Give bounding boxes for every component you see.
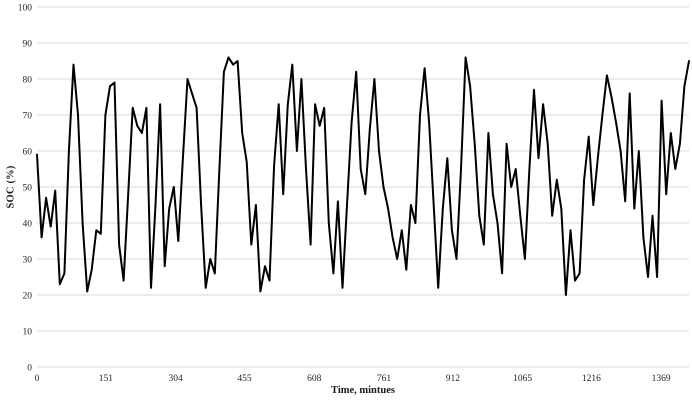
x-tick-label: 0 — [35, 374, 40, 384]
y-tick-label: 30 — [23, 255, 33, 265]
y-tick-label: 80 — [23, 75, 33, 85]
y-axis-title: SOC (%) — [5, 165, 17, 209]
y-tick-label: 70 — [23, 111, 33, 121]
x-tick-label: 1065 — [513, 374, 532, 384]
x-tick-label: 761 — [377, 374, 392, 384]
x-tick-label: 304 — [168, 374, 183, 384]
y-tick-label: 10 — [23, 327, 33, 337]
x-tick-label: 1216 — [582, 374, 601, 384]
y-tick-label: 20 — [23, 291, 33, 301]
x-tick-label: 1369 — [652, 374, 671, 384]
y-tick-label: 40 — [23, 219, 33, 229]
y-tick-label: 60 — [23, 147, 33, 157]
x-tick-label: 151 — [99, 374, 114, 384]
y-tick-label: 0 — [27, 363, 32, 373]
x-tick-label: 455 — [237, 374, 252, 384]
y-tick-label: 90 — [23, 39, 33, 49]
y-tick-label: 100 — [18, 3, 33, 13]
x-tick-label: 912 — [446, 374, 461, 384]
soc-series-line — [36, 56, 690, 296]
y-tick-label: 50 — [23, 183, 33, 193]
x-axis-title: Time, mintues — [331, 385, 395, 396]
x-tick-label: 608 — [307, 374, 322, 384]
